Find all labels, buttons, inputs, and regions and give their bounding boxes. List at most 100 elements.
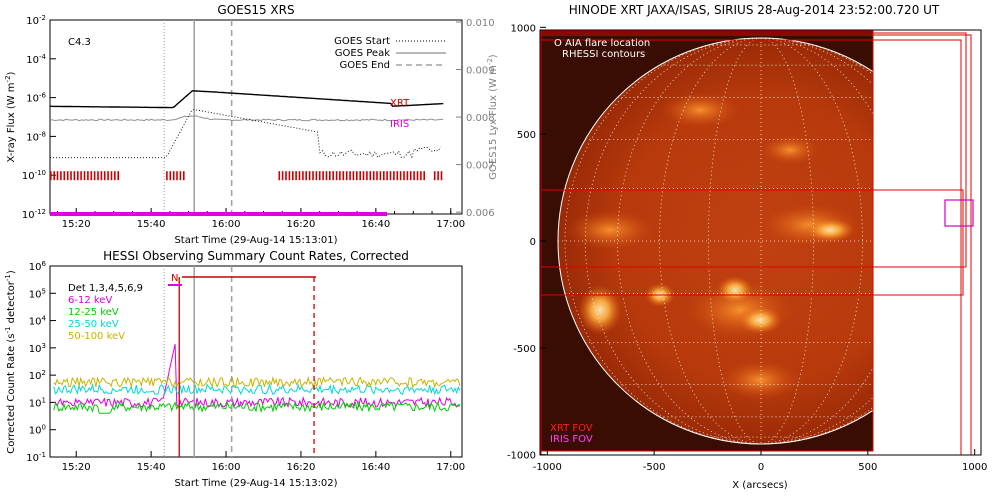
- goes-y-tick-label: 10-10: [22, 169, 46, 182]
- goes-xrt-bar-segment: [322, 171, 324, 181]
- goes-xrt-bar-segment: [372, 171, 375, 181]
- goes-xrt-bar-segment: [335, 171, 338, 181]
- goes-xrt-bar-segment: [383, 171, 385, 181]
- hessi-series: [53, 343, 461, 414]
- hessi-event-lines: [163, 266, 315, 457]
- goes-x-tick-label: 16:40: [361, 219, 390, 230]
- goes-xrt-coverage-bars: [50, 171, 443, 181]
- heliographic-grid: [558, 37, 873, 445]
- grid-longitude-line: [617, 37, 762, 445]
- goes-y2-tick-label: 0.009: [466, 66, 495, 77]
- goes-xrt-bar-segment: [169, 171, 172, 181]
- xrt-x-tick-label: 0: [758, 462, 764, 473]
- goes-y-tick-label: 10-2: [26, 14, 46, 27]
- goes-xrt-bar-segment: [423, 171, 425, 181]
- goes-xrt-bar-segment: [93, 171, 96, 181]
- goes-xrt-bar-segment: [100, 171, 103, 181]
- goes-flare-class: C4.3: [68, 37, 91, 48]
- goes-xrt-bar-segment: [308, 171, 311, 181]
- goes-xrt-bar-segment: [295, 171, 297, 181]
- goes-xrt-bar-segment: [60, 171, 62, 181]
- xrt-axis-ticks: [540, 26, 976, 456]
- goes-xrt-bar-segment: [166, 171, 168, 181]
- xrt-legend-xrt-fov: XRT FOV: [550, 423, 593, 434]
- goes-xrt-bar-segment: [176, 171, 178, 181]
- hessi-series-line: [53, 343, 461, 409]
- goes-xrt-bar-segment: [70, 171, 72, 181]
- goes-xrt-bar-segment: [97, 171, 99, 181]
- goes-panel: GOES15 XRS 15:20 15:40 16:00 16:20 16:40 17:0…: [4, 3, 499, 246]
- goes-y2-axis-label: GOES15 Lyx Flux (W m-2): [486, 54, 499, 180]
- xrt-x-tick-labels: -1000 -500 0 500 1000: [533, 462, 988, 473]
- goes-xrt-bar-segment: [349, 171, 351, 181]
- goes-y-tick-label: 10-6: [26, 92, 46, 105]
- goes-long-channel-line: [50, 90, 444, 109]
- goes-xrt-bar-segment: [305, 171, 307, 181]
- hessi-night-label: N: [171, 273, 178, 284]
- hessi-x-tick-label: 16:00: [212, 462, 241, 473]
- goes-axis-ticks: [50, 19, 462, 215]
- goes-xrt-bar-segment: [437, 171, 439, 181]
- hessi-y-tick-label: 104: [29, 315, 47, 328]
- goes-x-tick-label: 16:20: [287, 219, 316, 230]
- goes-plot-frame: [49, 19, 463, 215]
- goes-xrt-bar-segment: [110, 171, 113, 181]
- hessi-series-line: [53, 375, 461, 389]
- xrt-x-tick-label: -1000: [533, 462, 562, 473]
- goes-legend: GOES Start GOES Peak GOES End: [334, 36, 446, 71]
- hessi-x-tick-labels: 15:20 15:40 16:00 16:20 16:40 17:00: [62, 462, 465, 473]
- hessi-legend-12-25: 12-25 keV: [68, 307, 119, 318]
- xrt-x-tick-label: 500: [858, 462, 877, 473]
- hessi-y-tick-label: 102: [29, 369, 46, 382]
- goes-xrt-bar-segment: [433, 171, 436, 181]
- hessi-legend: Det 1,3,4,5,6,9 6-12 keV 12-25 keV 25-50…: [68, 283, 143, 342]
- goes-xrt-bar-segment: [393, 171, 395, 181]
- goes-y-tick-label: 10-4: [26, 53, 46, 66]
- xrt-image: [541, 31, 873, 451]
- goes-xrt-bar-segment: [339, 171, 341, 181]
- goes-legend-start: GOES Start: [334, 36, 390, 47]
- goes-xrt-bar-segment: [90, 171, 93, 181]
- hessi-y-axis-label: Corrected Count Rate (s-1 detector-1): [4, 270, 17, 454]
- xrt-x-tick-label: 1000: [962, 462, 987, 473]
- goes-y-tick-label: 10-12: [22, 208, 46, 221]
- xrt-y-tick-label: -1000: [507, 451, 536, 462]
- goes-xrt-bar-segment: [386, 171, 388, 181]
- goes-xrt-bar-segment: [359, 171, 361, 181]
- goes-xrt-bar-segment: [399, 171, 402, 181]
- goes-xrt-bar-segment: [403, 171, 405, 181]
- xrt-legend-aia: O AIA flare location: [554, 38, 650, 49]
- goes-xrt-bar-segment: [53, 171, 55, 181]
- goes-xrt-bar-segment: [356, 171, 358, 181]
- goes-title: GOES15 XRS: [217, 3, 294, 17]
- goes-xrt-bar-segment: [332, 171, 334, 181]
- goes-xrt-bar-segment: [409, 171, 412, 181]
- goes-xrt-bar-segment: [73, 171, 76, 181]
- goes-xrt-bar-segment: [281, 171, 284, 181]
- goes-xrt-bar-segment: [63, 171, 66, 181]
- goes-x-axis-label: Start Time (29-Aug-14 15:13:01): [174, 235, 337, 246]
- goes-xrt-bar-segment: [302, 171, 304, 181]
- hessi-y-tick-label: 101: [29, 396, 46, 409]
- goes-xrt-bar-segment: [87, 171, 89, 181]
- goes-xrt-bar-segment: [298, 171, 301, 181]
- goes-xrt-bar-segment: [352, 171, 355, 181]
- goes-xrt-bar-segment: [345, 171, 348, 181]
- goes-xrt-bar-segment: [329, 171, 331, 181]
- goes-lya-line: [49, 115, 444, 122]
- goes-x-tick-label: 16:00: [212, 219, 241, 230]
- hessi-series-line: [53, 400, 460, 414]
- grid-longitude-line: [760, 37, 873, 445]
- goes-xrt-bar-segment: [369, 171, 372, 181]
- hessi-x-tick-label: 15:20: [62, 462, 91, 473]
- goes-xrt-bar-segment: [172, 171, 175, 181]
- hessi-x-tick-label: 16:20: [287, 462, 316, 473]
- goes-xrt-bar-segment: [56, 171, 59, 181]
- hessi-plot-frame: [49, 265, 463, 458]
- goes-xrt-bar-segment: [288, 171, 291, 181]
- goes-xrt-bar-segment: [318, 171, 321, 181]
- goes-xrt-bar-segment: [50, 171, 52, 181]
- hessi-panel: HESSI Observing Summary Count Rates, Cor…: [4, 249, 465, 489]
- hessi-y-tick-labels: 106 105 104 103 102 101 100 10-1: [26, 260, 46, 464]
